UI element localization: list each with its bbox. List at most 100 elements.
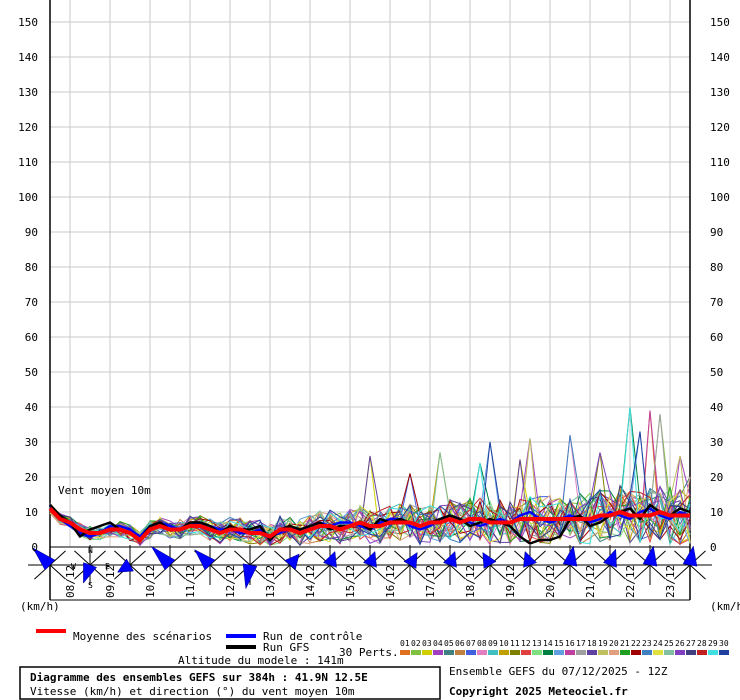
wind-rose xyxy=(28,545,72,585)
wind-rose xyxy=(228,545,272,590)
member-legend-label: 06 xyxy=(455,639,465,648)
y-tick-label-right: 120 xyxy=(710,121,730,134)
member-legend-swatch xyxy=(411,650,421,655)
rose-spoke xyxy=(554,564,571,580)
date-label: 10/12 xyxy=(144,565,157,598)
date-label: 12/12 xyxy=(224,565,237,598)
member-legend-swatch xyxy=(543,650,553,655)
y-tick-label-left: 70 xyxy=(25,296,38,309)
rose-petal xyxy=(642,545,658,567)
member-legend-swatch xyxy=(466,650,476,655)
rose-spoke xyxy=(274,564,291,580)
rose-petal xyxy=(682,545,698,567)
rose-spoke xyxy=(569,564,586,580)
copyright: Copyright 2025 Meteociel.fr xyxy=(449,685,628,698)
legend-control-label: Run de contrôle xyxy=(263,630,362,643)
rose-spoke xyxy=(594,564,611,580)
compass-s: S xyxy=(88,581,93,590)
member-legend-swatch xyxy=(433,650,443,655)
y-tick-label-right: 60 xyxy=(710,331,723,344)
y-tick-label-right: 100 xyxy=(710,191,730,204)
member-line xyxy=(49,452,691,547)
wind-rose: W E S N xyxy=(68,545,112,590)
date-label: 14/12 xyxy=(304,565,317,598)
rose-spoke xyxy=(689,564,706,580)
grid xyxy=(49,0,691,601)
rose-spoke xyxy=(489,564,506,580)
y-tick-label-left: 150 xyxy=(18,16,38,29)
member-legend-swatch xyxy=(444,650,454,655)
unit-right: (km/h) xyxy=(710,600,740,613)
main-series xyxy=(48,503,691,545)
rose-petal xyxy=(602,548,617,568)
y-tick-label-right: 130 xyxy=(710,86,730,99)
member-legend-label: 21 xyxy=(620,639,630,648)
member-legend-label: 04 xyxy=(433,639,443,648)
rose-spoke xyxy=(609,564,626,580)
rose-spoke xyxy=(474,564,491,580)
member-legend-swatch xyxy=(675,650,685,655)
member-legend-swatch xyxy=(697,650,707,655)
chart-annotation: Vent moyen 10m xyxy=(58,484,151,497)
member-legend-swatch xyxy=(532,650,542,655)
compass-w: W xyxy=(71,562,76,571)
date-label: 17/12 xyxy=(424,565,437,598)
member-legend-label: 25 xyxy=(664,639,674,648)
y-tick-label-left: 10 xyxy=(25,506,38,519)
date-label: 13/12 xyxy=(264,565,277,598)
rose-spoke xyxy=(409,564,426,580)
member-legend-swatch xyxy=(642,650,652,655)
rose-spoke xyxy=(449,564,466,580)
member-legend-swatch xyxy=(576,650,586,655)
date-label: 19/12 xyxy=(504,565,517,598)
rose-spoke xyxy=(209,564,226,580)
rose-spoke xyxy=(329,564,346,580)
member-legend-swatch xyxy=(488,650,498,655)
rose-spoke xyxy=(129,564,146,580)
rose-petal xyxy=(284,553,300,570)
member-legend-label: 15 xyxy=(554,639,564,648)
member-line xyxy=(49,484,691,547)
member-legend-swatch xyxy=(620,650,630,655)
member-legend-label: 09 xyxy=(488,639,498,648)
rose-spoke xyxy=(74,550,91,566)
date-label: 08/12 xyxy=(64,565,77,598)
member-legend-label: 01 xyxy=(400,639,410,648)
rose-petal xyxy=(150,545,176,571)
member-legend-swatch xyxy=(510,650,520,655)
y-tick-label-left: 60 xyxy=(25,331,38,344)
wind-rose xyxy=(268,545,312,585)
member-legend-label: 03 xyxy=(422,639,432,648)
member-legend-swatch xyxy=(455,650,465,655)
mean-series-line xyxy=(48,507,690,542)
y-tick-label-left: 40 xyxy=(25,401,38,414)
rose-spoke xyxy=(529,564,546,580)
y-tick-label-right: 10 xyxy=(710,506,723,519)
chart-subtitle: Vitesse (km/h) et direction (°) du vent … xyxy=(30,685,355,698)
member-legend-label: 28 xyxy=(697,639,707,648)
date-label: 22/12 xyxy=(624,565,637,598)
wind-rose xyxy=(508,545,552,585)
y-tick-label-right: 50 xyxy=(710,366,723,379)
rose-petal xyxy=(83,562,97,584)
rose-petal xyxy=(523,550,538,568)
rose-petal xyxy=(117,558,134,573)
member-legend-label: 14 xyxy=(543,639,553,648)
y-tick-label-right: 140 xyxy=(710,51,730,64)
rose-spoke xyxy=(234,550,251,566)
date-label: 18/12 xyxy=(464,565,477,598)
y-tick-label-right: 30 xyxy=(710,436,723,449)
member-legend-label: 20 xyxy=(609,639,619,648)
member-legend-label: 16 xyxy=(565,639,575,648)
rose-spoke xyxy=(674,564,691,580)
rose-petal xyxy=(242,563,258,590)
title-box xyxy=(19,666,441,700)
rose-petal xyxy=(32,547,56,571)
rose-petal xyxy=(362,550,377,568)
y-tick-label-right: 90 xyxy=(710,226,723,239)
rose-spoke xyxy=(369,564,386,580)
rose-spoke xyxy=(129,550,146,566)
date-label: 15/12 xyxy=(344,565,357,598)
member-legend-swatch xyxy=(631,650,641,655)
wind-rose xyxy=(548,545,592,585)
